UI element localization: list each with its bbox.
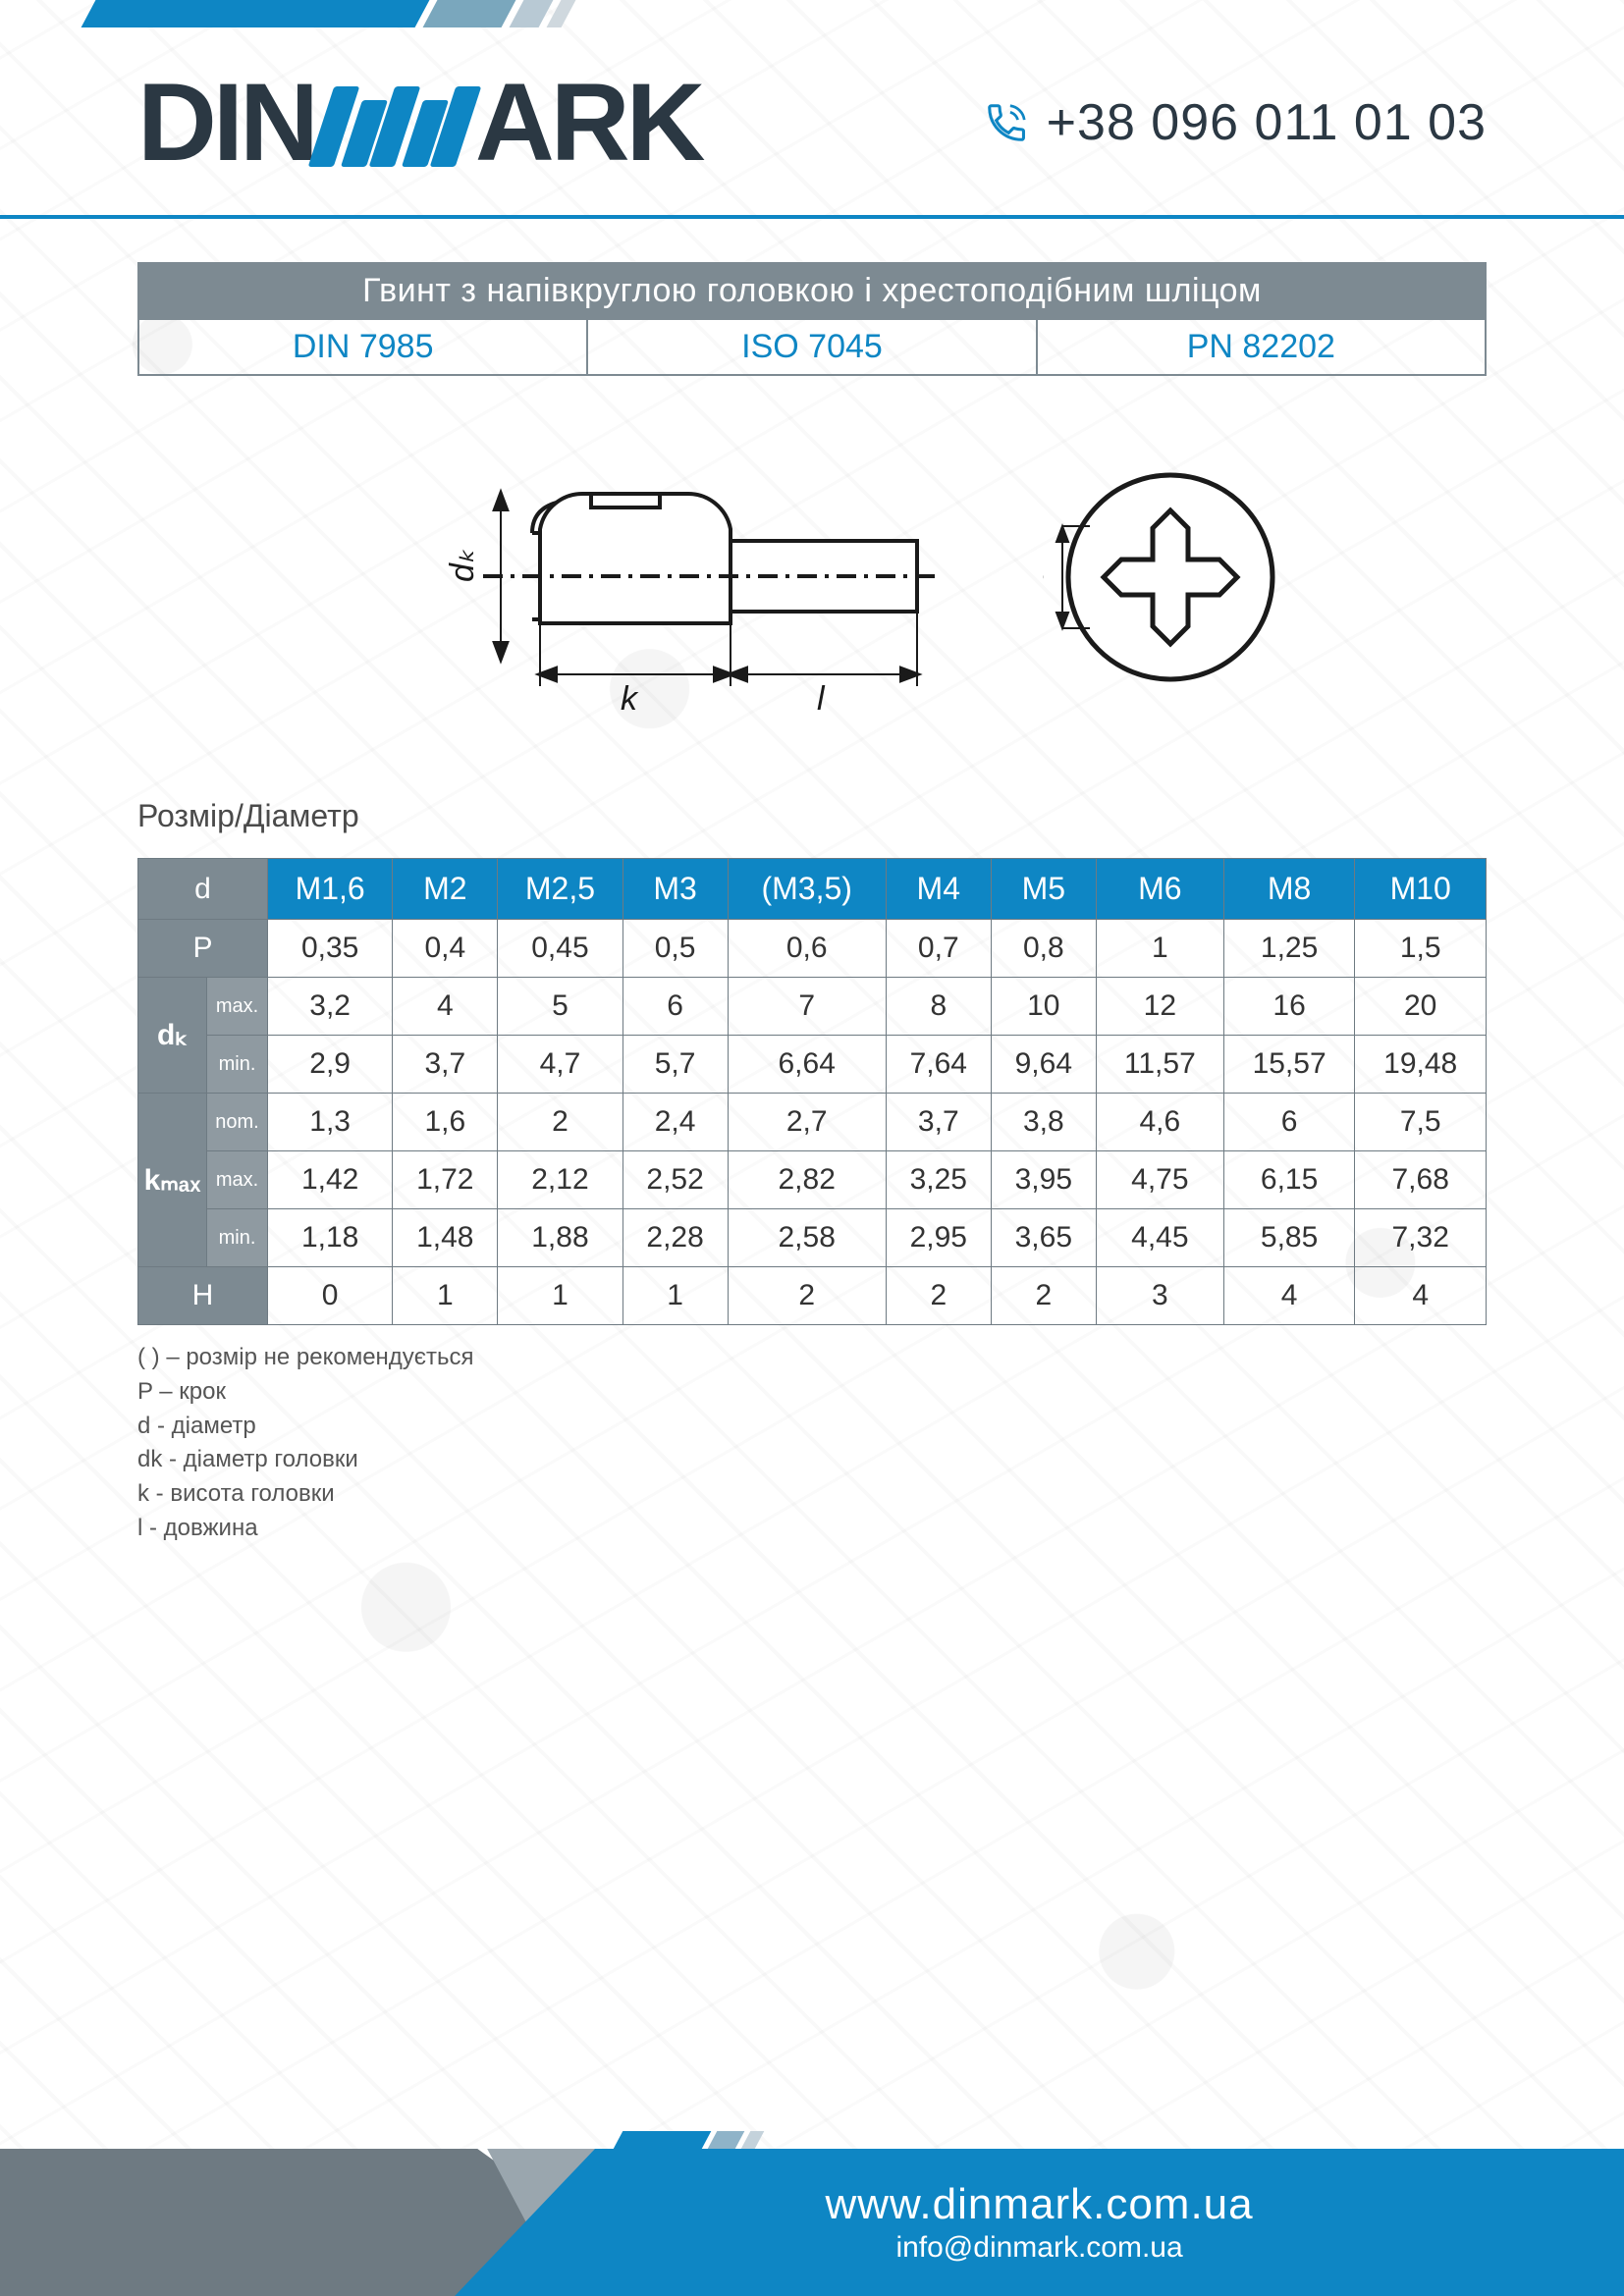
svg-text:k: k — [621, 680, 639, 718]
table-row: dₖ max. 3,2 4 5 6 7 8 10 12 16 20 — [138, 978, 1487, 1036]
legend-line: P – крок — [137, 1375, 1487, 1410]
size-col: M5 — [991, 859, 1096, 920]
standard-din: DIN 7985 — [139, 320, 586, 374]
dimension-section-label: Розмір/Діаметр — [137, 798, 1624, 834]
screw-side-view-icon: dₖ k l — [326, 435, 954, 720]
brand-m-icon — [319, 79, 471, 167]
phone-icon — [984, 100, 1029, 145]
svg-text:dₖ: dₖ — [444, 549, 481, 582]
legend-line: dk - діаметр головки — [137, 1443, 1487, 1477]
size-col: M1,6 — [268, 859, 393, 920]
phone-block: +38 096 011 01 03 — [984, 93, 1487, 152]
size-col: (M3,5) — [728, 859, 886, 920]
spec-table-body: P 0,35 0,4 0,45 0,5 0,6 0,7 0,8 1 1,25 1… — [138, 920, 1487, 1325]
phone-number: +38 096 011 01 03 — [1047, 93, 1487, 152]
footer-blue-shape: www.dinmark.com.ua info@dinmark.com.ua — [455, 2149, 1624, 2296]
standards-row: DIN 7985 ISO 7045 PN 82202 — [137, 320, 1487, 376]
spec-table: d M1,6 M2 M2,5 M3 (M3,5) M4 M5 M6 M8 M10… — [137, 858, 1487, 1325]
legend-line: k - висота головки — [137, 1477, 1487, 1512]
brand-logo: DIN ARK — [137, 59, 702, 186]
page-footer: www.dinmark.com.ua info@dinmark.com.ua — [0, 2109, 1624, 2296]
brand-text-left: DIN — [137, 59, 315, 186]
size-col: M2 — [393, 859, 498, 920]
footer-website: www.dinmark.com.ua — [825, 2180, 1253, 2229]
svg-text:d: d — [1043, 564, 1050, 583]
table-row: P 0,35 0,4 0,45 0,5 0,6 0,7 0,8 1 1,25 1… — [138, 920, 1487, 978]
technical-diagram: dₖ k l d — [223, 425, 1401, 729]
standard-iso: ISO 7045 — [586, 320, 1035, 374]
table-row: min. 2,9 3,7 4,7 5,7 6,64 7,64 9,64 11,5… — [138, 1036, 1487, 1094]
screw-top-view-icon: d — [1043, 450, 1298, 705]
table-row: H 0 1 1 1 2 2 2 3 4 4 — [138, 1267, 1487, 1325]
legend-line: d - діаметр — [137, 1410, 1487, 1444]
size-col: M3 — [623, 859, 728, 920]
header-divider — [0, 215, 1624, 219]
size-col: M4 — [886, 859, 991, 920]
brand-text-right: ARK — [475, 59, 702, 186]
size-col: M8 — [1223, 859, 1355, 920]
size-col: M10 — [1355, 859, 1487, 920]
size-col: M2,5 — [498, 859, 623, 920]
legend-line: ( ) – розмір не рекомендується — [137, 1341, 1487, 1375]
footer-email: info@dinmark.com.ua — [895, 2231, 1182, 2265]
table-legend: ( ) – розмір не рекомендується P – крок … — [137, 1341, 1487, 1546]
product-title: Гвинт з напівкруглою головкою і хрестопо… — [137, 262, 1487, 320]
top-decorative-stripes — [0, 0, 1624, 59]
footer-accent-stripes — [618, 2131, 759, 2151]
standard-pn: PN 82202 — [1036, 320, 1485, 374]
table-row: kₘₐₓ nom. 1,3 1,6 2 2,4 2,7 3,7 3,8 4,6 … — [138, 1094, 1487, 1151]
size-col: M6 — [1096, 859, 1223, 920]
table-row: max. 1,42 1,72 2,12 2,52 2,82 3,25 3,95 … — [138, 1151, 1487, 1209]
header-d: d — [138, 859, 268, 920]
table-row: min. 1,18 1,48 1,88 2,28 2,58 2,95 3,65 … — [138, 1209, 1487, 1267]
page-header: DIN ARK +38 096 011 01 03 — [0, 59, 1624, 215]
legend-line: l - довжина — [137, 1512, 1487, 1546]
svg-text:l: l — [817, 680, 826, 718]
